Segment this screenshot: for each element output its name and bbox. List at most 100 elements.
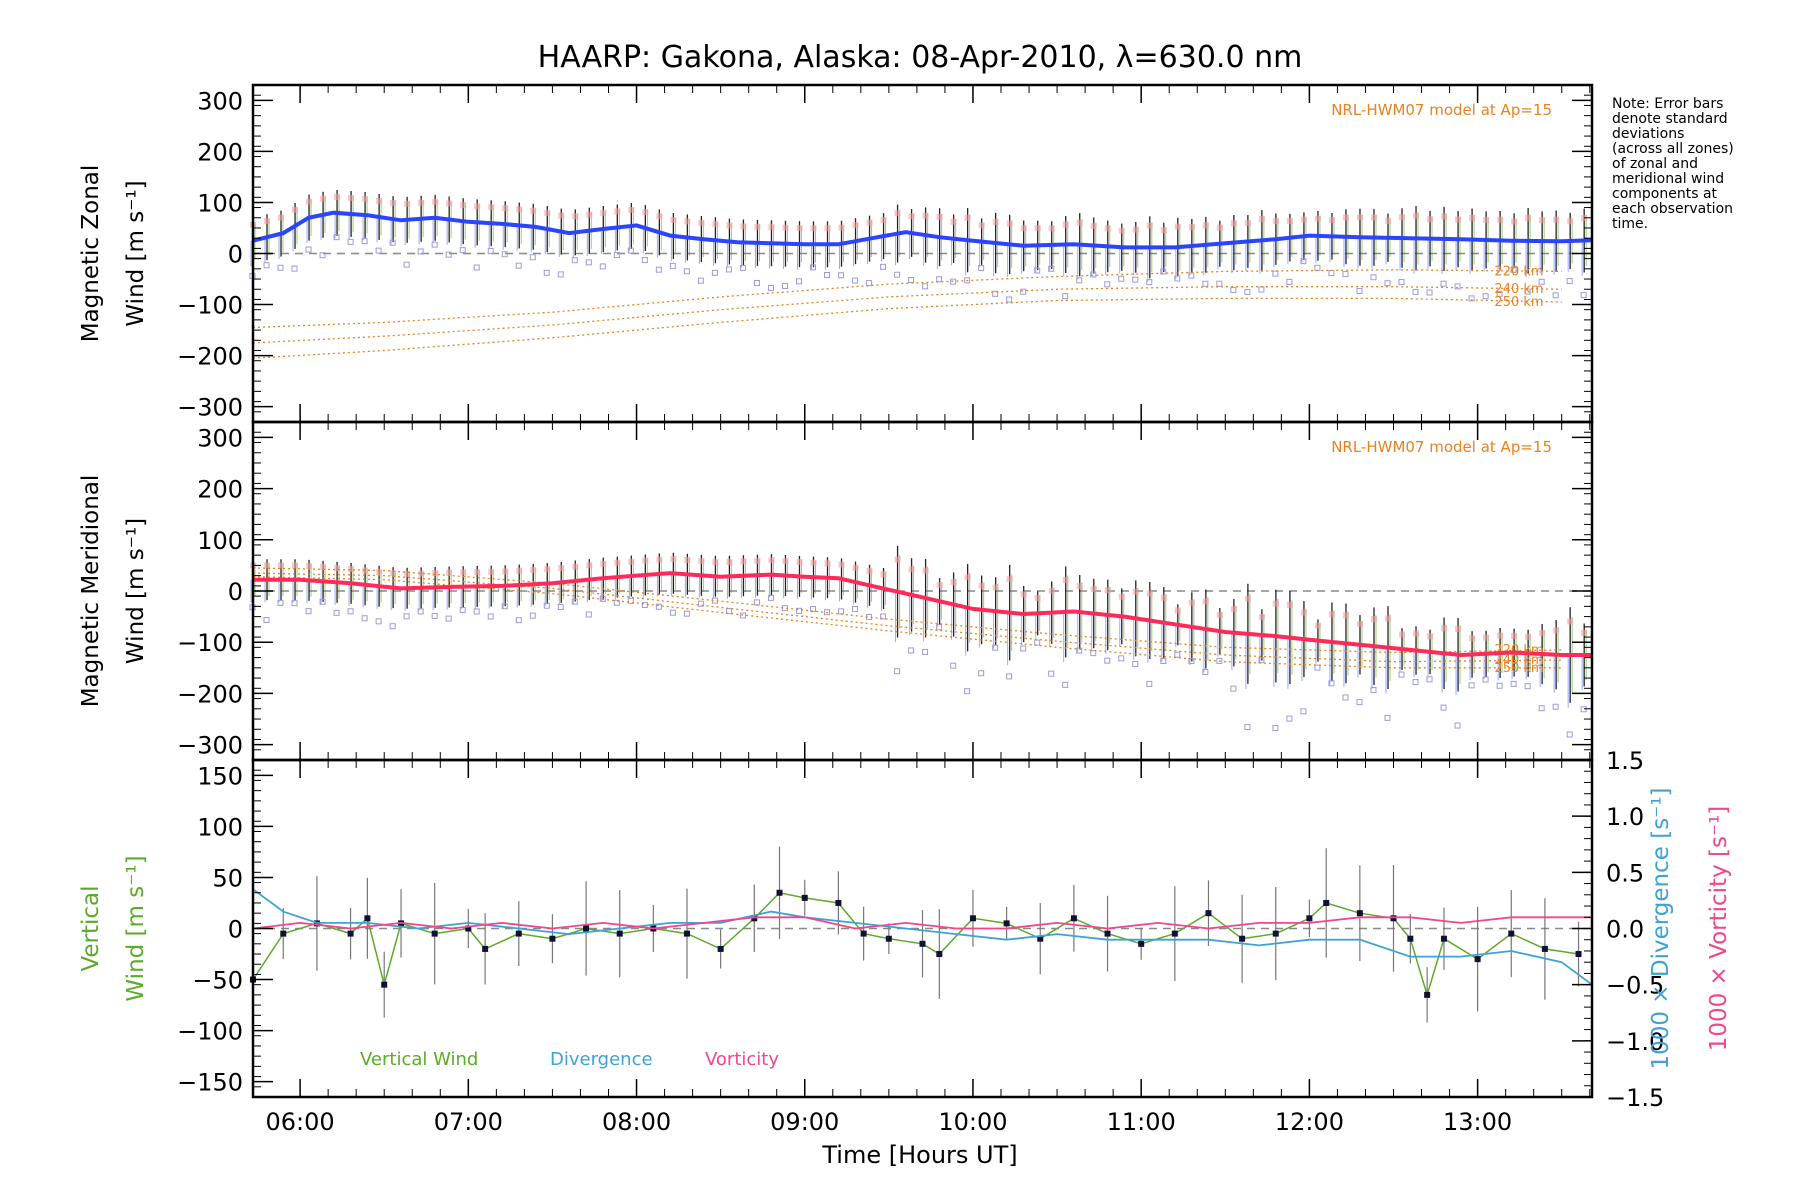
scatter-point xyxy=(431,241,438,248)
scatter-point xyxy=(1426,676,1433,683)
scatter-point xyxy=(1567,218,1574,225)
vertical-wind-point xyxy=(1239,935,1246,942)
scatter-point xyxy=(698,557,705,564)
scatter-point xyxy=(1006,220,1013,227)
scatter-point xyxy=(557,603,564,610)
scatter-point xyxy=(1244,595,1251,602)
scatter-point xyxy=(1496,682,1503,689)
scatter-point xyxy=(389,623,396,630)
scatter-point xyxy=(1160,268,1167,275)
scatter-point xyxy=(431,612,438,619)
zonal-wind-line xyxy=(252,210,1593,250)
vertical-wind-point xyxy=(936,951,943,958)
scatter-point xyxy=(936,624,943,631)
scatter-point xyxy=(964,574,971,581)
scatter-point xyxy=(1286,715,1293,722)
scatter-point xyxy=(754,223,761,230)
scatter-point xyxy=(1385,217,1392,224)
right-tick-label: −1.5 xyxy=(1606,1084,1664,1112)
y-tick-label: −300 xyxy=(177,732,243,760)
y-tick-label: −300 xyxy=(177,394,243,422)
y-tick-label: 100 xyxy=(197,813,243,841)
scatter-point xyxy=(1413,212,1420,219)
scatter-point xyxy=(263,617,270,624)
scatter-point xyxy=(515,617,522,624)
scatter-point xyxy=(1006,576,1013,583)
vertical-wind-point xyxy=(1037,935,1044,942)
note-line: (across all zones) xyxy=(1612,141,1734,157)
scatter-point xyxy=(1328,611,1335,618)
y-axis-title: Wind [m s⁻¹] xyxy=(123,180,149,326)
scatter-point xyxy=(824,272,831,279)
scatter-point xyxy=(445,615,452,622)
vertical-wind-point xyxy=(1306,915,1313,922)
scatter-point xyxy=(1272,725,1279,732)
scatter-point xyxy=(1497,632,1504,639)
scatter-point xyxy=(529,254,536,261)
scatter-point xyxy=(1342,214,1349,221)
scatter-point xyxy=(782,224,789,231)
scatter-point xyxy=(1202,598,1209,605)
scatter-point xyxy=(1034,225,1041,232)
scatter-point xyxy=(838,224,845,231)
scatter-point xyxy=(767,285,774,292)
scatter-point xyxy=(1440,280,1447,287)
scatter-point xyxy=(418,570,425,577)
scatter-point xyxy=(1258,286,1265,293)
scatter-point xyxy=(978,264,985,271)
vertical-wind-point xyxy=(776,889,783,896)
scatter-point xyxy=(950,218,957,225)
scatter-point xyxy=(642,209,649,216)
scatter-point xyxy=(810,559,817,566)
scatter-point xyxy=(894,668,901,675)
scatter-point xyxy=(880,571,887,578)
scatter-point xyxy=(1441,625,1448,632)
scatter-point xyxy=(1174,651,1181,658)
scatter-point xyxy=(487,613,494,620)
scatter-point xyxy=(614,559,621,566)
scatter-point xyxy=(978,670,985,677)
vertical-wind-point xyxy=(515,930,522,937)
scatter-point xyxy=(1356,214,1363,221)
scatter-point xyxy=(1539,217,1546,224)
scatter-point xyxy=(404,570,411,577)
scatter-point xyxy=(487,248,494,255)
vertical-wind-point xyxy=(465,925,472,932)
scatter-point xyxy=(1510,266,1517,273)
scatter-point xyxy=(753,279,760,286)
scatter-point xyxy=(333,609,340,616)
right-tick-label: 0.5 xyxy=(1606,859,1644,887)
scatter-point xyxy=(1118,655,1125,662)
model-curve-3 xyxy=(252,297,1562,359)
scatter-point xyxy=(1553,216,1560,223)
scatter-point xyxy=(1132,276,1139,283)
scatter-point xyxy=(739,264,746,271)
model-label: NRL-HWM07 model at Ap=15 xyxy=(1331,101,1552,119)
vertical-wind-point xyxy=(1508,930,1515,937)
scatter-point xyxy=(376,568,383,575)
scatter-point xyxy=(1567,618,1574,625)
scatter-point xyxy=(1525,214,1532,221)
y-tick-label: −100 xyxy=(177,1018,243,1046)
vertical-wind-point xyxy=(835,899,842,906)
model-altitude-label: 250 km xyxy=(1494,295,1543,310)
scatter-point xyxy=(473,608,480,615)
scatter-point xyxy=(950,662,957,669)
scatter-point xyxy=(1384,714,1391,721)
vertical-wind-line xyxy=(252,891,1579,998)
scatter-point xyxy=(642,557,649,564)
scatter-point xyxy=(1552,292,1559,299)
scatter-point xyxy=(880,263,887,270)
vertical-wind-point xyxy=(1356,910,1363,917)
scatter-point xyxy=(1258,216,1265,223)
vertical-wind-point xyxy=(616,930,623,937)
scatter-point xyxy=(866,219,873,226)
y-tick-label: 200 xyxy=(197,476,243,504)
scatter-point xyxy=(838,608,845,615)
vertical-wind-point xyxy=(751,915,758,922)
vertical-wind-point xyxy=(919,940,926,947)
y-tick-label: 0 xyxy=(228,578,243,606)
scatter-point xyxy=(1076,277,1083,284)
